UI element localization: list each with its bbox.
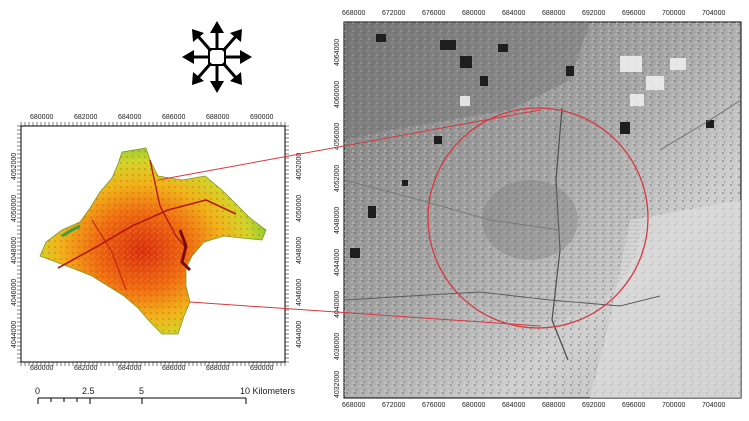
right-map-bottom-tick: 700000 bbox=[662, 402, 686, 409]
scale-label: 10 Kilometers bbox=[240, 386, 296, 396]
zoom-circle bbox=[427, 107, 649, 329]
right-map-left-tick: 4056000 bbox=[334, 122, 341, 150]
left-map-bottom-tick: 682000 bbox=[74, 365, 98, 372]
left-map-top-tick: 684000 bbox=[118, 114, 142, 121]
right-map-left-tick: 4060000 bbox=[334, 80, 341, 108]
right-map-bottom-tick: 684000 bbox=[502, 402, 526, 409]
scale-bar-graphic bbox=[37, 397, 247, 404]
right-map-top-tick: 672000 bbox=[382, 10, 406, 17]
right-map-top-tick: 704000 bbox=[702, 10, 726, 17]
left-map-left-tick: 4044000 bbox=[11, 320, 18, 348]
left-map-top-tick: 688000 bbox=[206, 114, 230, 121]
left-map-left-tick: 4052000 bbox=[11, 152, 18, 180]
left-map-bottom-tick: 680000 bbox=[30, 365, 54, 372]
left-map-top-tick: 690000 bbox=[250, 114, 274, 121]
satellite-image bbox=[343, 21, 742, 399]
left-map-bottom-tick: 684000 bbox=[118, 365, 142, 372]
scale-label: 0 bbox=[35, 386, 41, 396]
right-map-bottom-tick: 704000 bbox=[702, 402, 726, 409]
right-map-top-tick: 692000 bbox=[582, 10, 606, 17]
left-map-left-tick: 4046000 bbox=[11, 278, 18, 306]
right-map-top-tick: 676000 bbox=[422, 10, 446, 17]
left-map bbox=[0, 0, 320, 421]
right-map-top-tick: 696000 bbox=[622, 10, 646, 17]
right-map-bottom-tick: 672000 bbox=[382, 402, 406, 409]
left-map-right-tick: 4044000 bbox=[296, 320, 303, 348]
right-map-bottom-tick: 668000 bbox=[342, 402, 366, 409]
left-map-right-tick: 4048000 bbox=[296, 236, 303, 264]
left-map-canvas bbox=[17, 122, 289, 366]
left-map-right-tick: 4050000 bbox=[296, 194, 303, 222]
right-map-bottom-tick: 688000 bbox=[542, 402, 566, 409]
right-map-top-tick: 700000 bbox=[662, 10, 686, 17]
left-map-top-tick: 686000 bbox=[162, 114, 186, 121]
dark-field-patches bbox=[350, 34, 714, 258]
right-map-bottom-tick: 692000 bbox=[582, 402, 606, 409]
right-map-left-tick: 4048000 bbox=[334, 206, 341, 234]
right-map bbox=[330, 0, 749, 421]
right-map-top-tick: 688000 bbox=[542, 10, 566, 17]
left-map-right-tick: 4046000 bbox=[296, 278, 303, 306]
right-map-left-tick: 4044000 bbox=[334, 248, 341, 276]
left-map-top-tick: 682000 bbox=[74, 114, 98, 121]
left-map-bottom-tick: 690000 bbox=[250, 365, 274, 372]
scale-label: 5 bbox=[139, 386, 145, 396]
right-map-bottom-tick: 696000 bbox=[622, 402, 646, 409]
scale-bar: 0 2.5 5 10 Kilometers bbox=[30, 384, 320, 414]
left-map-left-tick: 4050000 bbox=[11, 194, 18, 222]
right-map-left-tick: 4052000 bbox=[334, 164, 341, 192]
right-map-left-tick: 4040000 bbox=[334, 290, 341, 318]
left-map-bottom-tick: 686000 bbox=[162, 365, 186, 372]
left-map-bottom-tick: 688000 bbox=[206, 365, 230, 372]
right-map-top-tick: 668000 bbox=[342, 10, 366, 17]
scale-label: 2.5 bbox=[82, 386, 95, 396]
right-map-left-tick: 4032000 bbox=[334, 370, 341, 398]
right-map-bottom-tick: 676000 bbox=[422, 402, 446, 409]
right-map-left-tick: 4036000 bbox=[334, 332, 341, 360]
left-map-right-tick: 4052000 bbox=[296, 152, 303, 180]
left-map-left-tick: 4048000 bbox=[11, 236, 18, 264]
right-map-top-tick: 680000 bbox=[462, 10, 486, 17]
right-map-top-tick: 684000 bbox=[502, 10, 526, 17]
right-map-bottom-tick: 680000 bbox=[462, 402, 486, 409]
bright-field-patches bbox=[460, 56, 686, 106]
right-map-left-tick: 4064000 bbox=[334, 38, 341, 66]
left-map-top-tick: 680000 bbox=[30, 114, 54, 121]
